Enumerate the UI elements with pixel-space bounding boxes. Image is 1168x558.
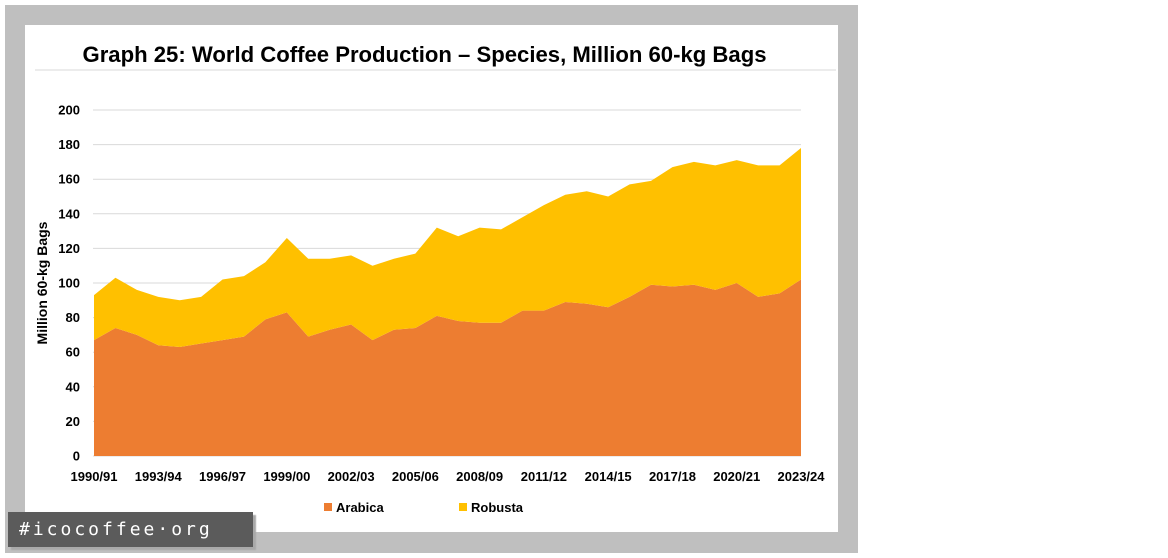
legend-item-arabica: Arabica xyxy=(324,500,384,515)
y-axis-ticks: 0 20 40 60 80 100 120 140 160 180 200 xyxy=(58,103,80,464)
y-tick-label-20: 20 xyxy=(66,414,80,429)
x-tick-label-2023: 2023/24 xyxy=(778,469,826,484)
y-tick-label-60: 60 xyxy=(66,345,80,360)
hashtag-badge: #icocoffee·org xyxy=(8,512,253,547)
legend-label-robusta: Robusta xyxy=(471,500,524,515)
x-tick-label-2011: 2011/12 xyxy=(521,469,567,484)
legend-label-arabica: Arabica xyxy=(336,500,384,515)
x-tick-label-1990: 1990/91 xyxy=(71,469,118,484)
y-tick-label-120: 120 xyxy=(58,241,80,256)
x-tick-label-1996: 1996/97 xyxy=(199,469,246,484)
area-robusta xyxy=(94,148,801,348)
y-tick-label-80: 80 xyxy=(66,310,80,325)
y-tick-label-160: 160 xyxy=(58,172,80,187)
y-tick-label-180: 180 xyxy=(58,137,80,152)
y-axis-title: Million 60-kg Bags xyxy=(34,221,50,344)
y-tick-label-0: 0 xyxy=(73,449,80,464)
y-tick-label-200: 200 xyxy=(58,103,80,118)
y-tick-label-40: 40 xyxy=(66,379,80,394)
legend-swatch-robusta xyxy=(459,503,467,511)
x-tick-label-2014: 2014/15 xyxy=(585,469,632,484)
x-tick-label-2020: 2020/21 xyxy=(713,469,760,484)
y-tick-label-140: 140 xyxy=(58,206,80,221)
y-tick-label-100: 100 xyxy=(58,276,80,291)
plot-areas xyxy=(94,148,801,456)
area-arabica xyxy=(94,279,801,456)
x-tick-label-2017: 2017/18 xyxy=(649,469,696,484)
legend-item-robusta: Robusta xyxy=(459,500,524,515)
chart-title: Graph 25: World Coffee Production – Spec… xyxy=(83,42,767,67)
x-tick-label-1999: 1999/00 xyxy=(263,469,310,484)
x-axis-ticks: 1990/91 1993/94 1996/97 1999/00 2002/03 2005/… xyxy=(71,469,826,484)
legend-swatch-arabica xyxy=(324,503,332,511)
x-tick-label-2008: 2008/09 xyxy=(456,469,503,484)
x-tick-label-2005: 2005/06 xyxy=(392,469,439,484)
legend: Arabica Robusta xyxy=(324,500,524,515)
x-tick-label-2002: 2002/03 xyxy=(328,469,375,484)
x-tick-label-1993: 1993/94 xyxy=(135,469,183,484)
